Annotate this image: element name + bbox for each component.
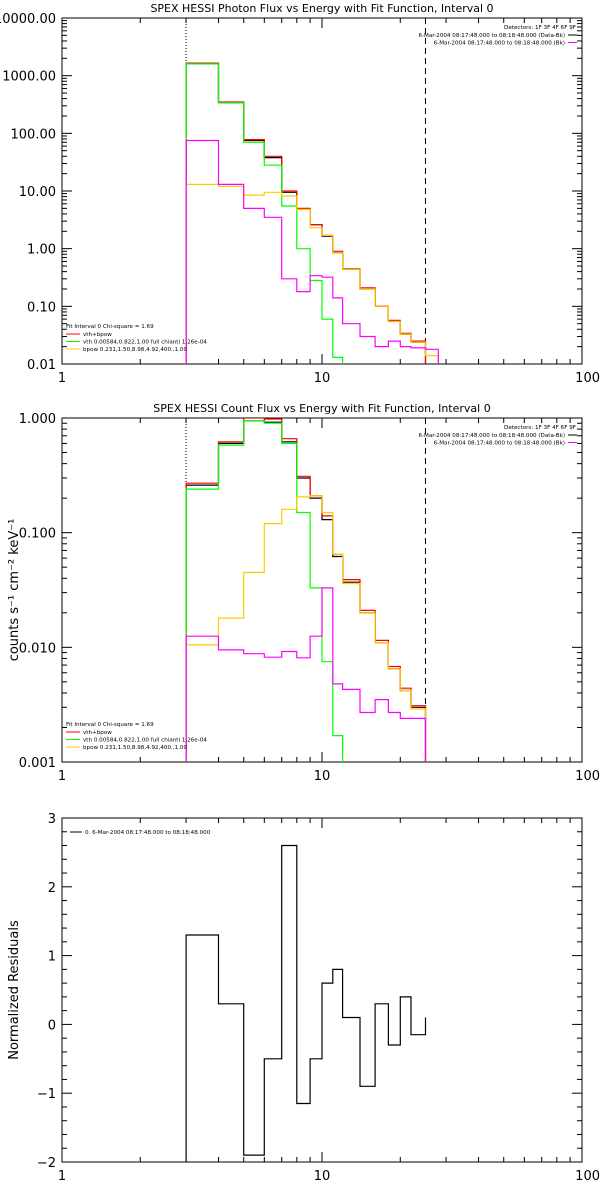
chart-3-ytick-label: −1	[37, 1087, 56, 1102]
chart-1-xtick-label: 10	[314, 371, 331, 386]
chart-2-fit-legend-text: bpow 0.231,1.50,8.98,4.92,400.,1.00	[83, 745, 187, 751]
chart-2-time-legend-text: 6-Mar-2004 08:17:48.000 to 08:18:48.000 …	[418, 433, 565, 439]
chart-1-fit-legend-text: bpow 0.231,1.50,8.98,4.92,400.,1.00	[83, 347, 187, 353]
chart-3-series-1	[185, 844, 427, 1162]
chart-3-ylabel: Normalized Residuals	[7, 920, 22, 1060]
chart-1-ytick-label: 100.00	[11, 127, 57, 142]
chart-1-ytick-label: 1000.00	[2, 70, 56, 85]
chart-1-detectors: Detectors: 1F 3F 4F 6F 9F	[504, 25, 576, 31]
chart-3-xtick-label: 1	[58, 1169, 66, 1184]
chart-2-ylabel: counts s⁻¹ cm⁻² keV⁻¹	[7, 519, 22, 662]
chart-2-ytick-label: 0.001	[19, 756, 56, 771]
chart-2-series-4	[185, 495, 439, 762]
chart-1-xtick-label: 100	[575, 371, 600, 386]
chart-1-series-group	[185, 62, 439, 364]
chart-2-title: SPEX HESSI Count Flux vs Energy with Fit…	[153, 402, 490, 415]
chart-1-ytick-label: 0.10	[27, 300, 56, 315]
chart-2-series-1	[185, 420, 427, 762]
count-flux-plot: SPEX HESSI Count Flux vs Energy with Fit…	[7, 402, 600, 784]
chart-3-series-group	[185, 844, 427, 1162]
chart-1-title: SPEX HESSI Photon Flux vs Energy with Fi…	[150, 2, 493, 15]
residuals-plot: 1 10 100 −2 −1 0 1 2 3 Normalized Residuals 0. 6-M…	[7, 812, 600, 1184]
chart-2-fit-legend-header: Fit Interval 0 Chi-square = 1.69	[66, 722, 154, 728]
chart-2-ytick-label: 0.010	[19, 641, 56, 656]
chart-1-time-legend-text: 6-Mar-2004 08:17:48.000 to 08:18:48.000 …	[434, 41, 565, 47]
chart-2-xtick-label: 100	[575, 769, 600, 784]
chart-2-series-2	[185, 418, 427, 762]
chart-3-ytick-label: 1	[48, 950, 56, 965]
chart-3-legend-text: 0. 6-Mar-2004 08:17:48.000 to 08:18:48.0…	[85, 830, 211, 836]
chart-1-series-1	[185, 63, 427, 364]
chart-1-series-3	[185, 63, 344, 364]
chart-2-xtick-label: 1	[58, 769, 66, 784]
chart-1-ytick-label: 10.00	[19, 185, 56, 200]
chart-1-fit-legend-text: vth+bpow	[83, 332, 112, 338]
chart-1-fit-legend-header: Fit Interval 0 Chi-square = 1.69	[66, 324, 154, 330]
chart-2-series-3	[185, 420, 344, 762]
chart-1-fit-legend-text: vth 0.00584,0.822,1.00 full chianti 1.26…	[83, 340, 207, 346]
chart-3-xtick-label: 10	[314, 1169, 331, 1184]
photon-flux-plot: SPEX HESSI Photon Flux vs Energy with Fi…	[0, 2, 600, 386]
chart-2-detectors: Detectors: 1F 3F 4F 6F 9F	[504, 425, 576, 431]
chart-2-time-legend-text: 6-Mar-2004 08:17:48.000 to 08:18:48.000 …	[434, 441, 565, 447]
chart-2-fit-legend-text: vth 0.00584,0.822,1.00 full chianti 1.26…	[83, 738, 207, 744]
chart-1-series-4	[185, 183, 439, 364]
chart-3-ytick-label: −2	[37, 1156, 56, 1171]
chart-1-xtick-label: 1	[58, 371, 66, 386]
chart-2-ytick-label: 0.100	[19, 527, 56, 542]
chart-3-ytick-label: 3	[48, 812, 56, 827]
chart-2-ytick-label: 1.000	[19, 412, 56, 427]
chart-1-series-2	[185, 62, 427, 364]
chart-2-fit-legend-text: vth+bpow	[83, 730, 112, 736]
chart-1-time-legend-text: 6-Mar-2004 08:17:48.000 to 08:18:48.000 …	[418, 33, 565, 39]
chart-3-ytick-label: 0	[48, 1018, 56, 1033]
chart-1-ytick-label: 0.01	[27, 358, 56, 373]
chart-1-ytick-label: 10000.00	[0, 12, 56, 27]
chart-1-series-5	[185, 139, 439, 364]
chart-3-ytick-label: 2	[48, 881, 56, 896]
chart-2-xtick-label: 10	[314, 769, 331, 784]
chart-3-xtick-label: 100	[575, 1169, 600, 1184]
chart-2-series-group	[185, 418, 439, 762]
chart-2-series-5	[185, 587, 439, 762]
chart-1-ytick-label: 1.00	[27, 243, 56, 258]
